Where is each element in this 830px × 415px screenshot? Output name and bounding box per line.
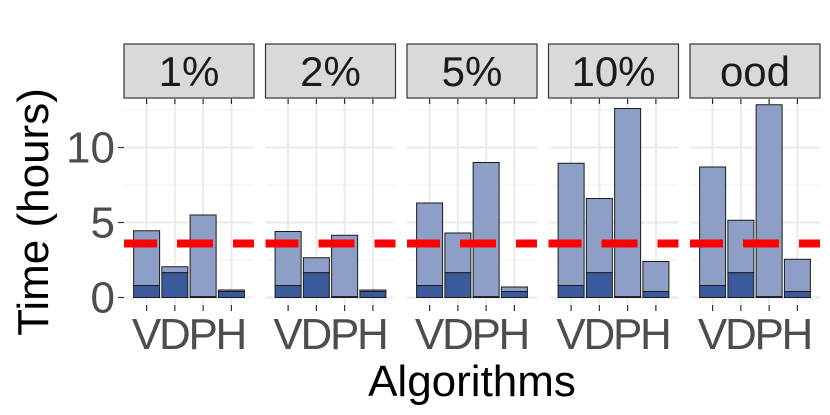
x-tick-label: V — [132, 310, 162, 359]
bar-segment-upper — [472, 162, 500, 298]
x-tick-label: V — [415, 310, 445, 359]
x-tick-label: P — [330, 310, 359, 359]
bar-segment-lower — [359, 291, 387, 298]
bar-segment-upper — [783, 258, 811, 292]
facet-strip — [123, 43, 255, 99]
bar-segment-lower — [161, 272, 189, 298]
facet-label: ood — [720, 48, 790, 95]
x-tick-label: P — [188, 310, 217, 359]
bar-segment-lower — [331, 296, 359, 298]
x-tick-label: H — [216, 310, 248, 359]
bar-segment-lower — [472, 296, 500, 298]
bar-segment-upper — [302, 257, 330, 274]
y-axis-title: Time (hours) — [9, 88, 58, 336]
bar-segment-lower — [783, 291, 811, 298]
x-tick-label: H — [640, 310, 672, 359]
bar-segment-lower — [500, 291, 528, 298]
bar-segment-lower — [557, 285, 585, 298]
bar-segment-lower — [217, 291, 245, 298]
facet-label: 5% — [442, 48, 503, 95]
bar-segment-upper — [585, 198, 613, 274]
x-axis-title: Algorithms — [368, 357, 576, 406]
x-tick-label: P — [613, 310, 642, 359]
bar-segment-upper — [755, 104, 783, 298]
bar-segment-upper — [133, 230, 161, 286]
facet-label: 10% — [571, 48, 655, 95]
x-tick-label: V — [273, 310, 303, 359]
facet-strip — [406, 43, 538, 99]
x-tick-label: V — [556, 310, 586, 359]
x-tick-label: P — [471, 310, 500, 359]
x-tick-label: D — [300, 310, 332, 359]
x-tick-label: H — [782, 310, 814, 359]
bar-segment-upper — [161, 266, 189, 274]
x-tick-label: P — [754, 310, 783, 359]
bar-segment-lower — [444, 272, 472, 298]
bar-segment-lower — [416, 285, 444, 298]
bar-segment-upper — [444, 232, 472, 274]
y-tick-label: 10 — [66, 124, 115, 173]
bar-segment-upper — [642, 261, 670, 292]
facet-strip — [547, 43, 680, 99]
bar-segment-lower — [642, 291, 670, 298]
bar-segment-lower — [302, 272, 330, 298]
x-tick-label: H — [357, 310, 389, 359]
bar-segment-upper — [557, 162, 585, 286]
bar-segment-upper — [189, 214, 217, 298]
bar-segment-lower — [614, 296, 642, 298]
bar-segment-lower — [727, 272, 755, 298]
y-tick-label: 5 — [91, 199, 115, 248]
x-tick-label: D — [725, 310, 757, 359]
x-tick-label: V — [698, 310, 728, 359]
y-axis: 0 5 10 — [66, 124, 124, 323]
x-tick-label: D — [583, 310, 615, 359]
facet-strip — [689, 43, 821, 99]
bar-segment-lower — [755, 296, 783, 298]
y-tick-label: 0 — [91, 274, 115, 323]
bar-segment-lower — [585, 272, 613, 298]
bar-segment-lower — [133, 285, 161, 298]
bar-segment-upper — [614, 108, 642, 298]
bar-segment-lower — [699, 285, 727, 298]
x-tick-label: D — [159, 310, 191, 359]
bar-segment-lower — [274, 285, 302, 298]
facet-label: 1% — [159, 48, 220, 95]
bar-segment-upper — [500, 286, 528, 292]
x-tick-label: H — [499, 310, 531, 359]
bar-segment-upper — [699, 166, 727, 286]
x-tick-label: D — [442, 310, 474, 359]
facet-label: 2% — [300, 48, 361, 95]
facet-strip — [264, 43, 397, 99]
bar-segment-lower — [189, 296, 217, 298]
